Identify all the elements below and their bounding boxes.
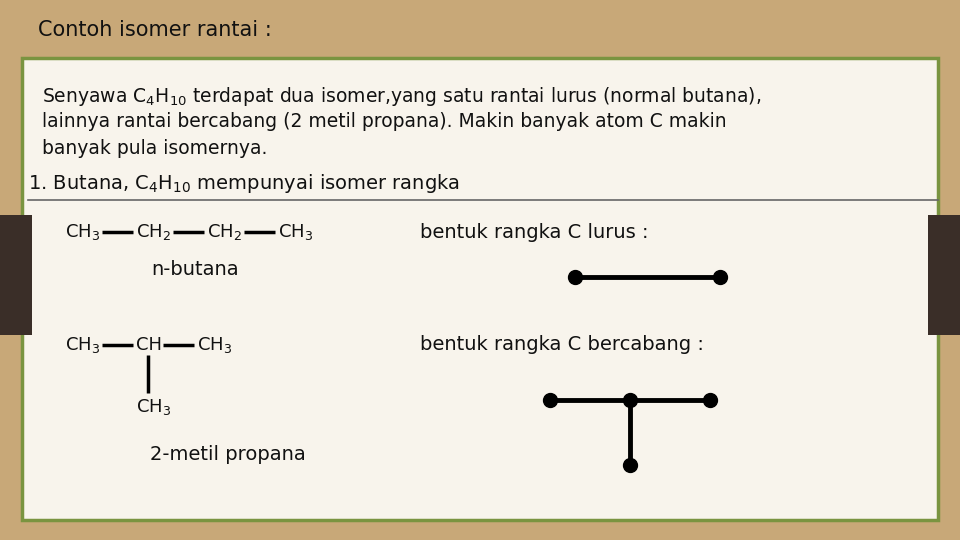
Text: bentuk rangka C lurus :: bentuk rangka C lurus : [420, 222, 649, 241]
FancyBboxPatch shape [928, 215, 960, 335]
Text: 1. Butana, C$_4$H$_{10}$ mempunyai isomer rangka: 1. Butana, C$_4$H$_{10}$ mempunyai isome… [28, 172, 460, 195]
Text: bentuk rangka C bercabang :: bentuk rangka C bercabang : [420, 335, 704, 354]
FancyBboxPatch shape [0, 215, 32, 335]
Text: Contoh isomer rantai :: Contoh isomer rantai : [38, 20, 272, 40]
Text: CH$_2$: CH$_2$ [136, 222, 171, 242]
Text: banyak pula isomernya.: banyak pula isomernya. [42, 139, 268, 158]
Text: CH$_3$: CH$_3$ [65, 335, 100, 355]
Text: Senyawa C$_4$H$_{10}$ terdapat dua isomer,yang satu rantai lurus (normal butana): Senyawa C$_4$H$_{10}$ terdapat dua isome… [42, 85, 761, 108]
Text: CH$_3$: CH$_3$ [278, 222, 313, 242]
Text: CH$_3$: CH$_3$ [197, 335, 232, 355]
Text: 2-metil propana: 2-metil propana [150, 445, 305, 464]
Text: n-butana: n-butana [151, 260, 239, 279]
Text: CH$_3$: CH$_3$ [136, 397, 171, 417]
FancyBboxPatch shape [22, 58, 938, 520]
Text: lainnya rantai bercabang (2 metil propana). Makin banyak atom C makin: lainnya rantai bercabang (2 metil propan… [42, 112, 727, 131]
Text: CH: CH [136, 336, 162, 354]
Text: CH$_2$: CH$_2$ [207, 222, 242, 242]
Text: CH$_3$: CH$_3$ [65, 222, 100, 242]
